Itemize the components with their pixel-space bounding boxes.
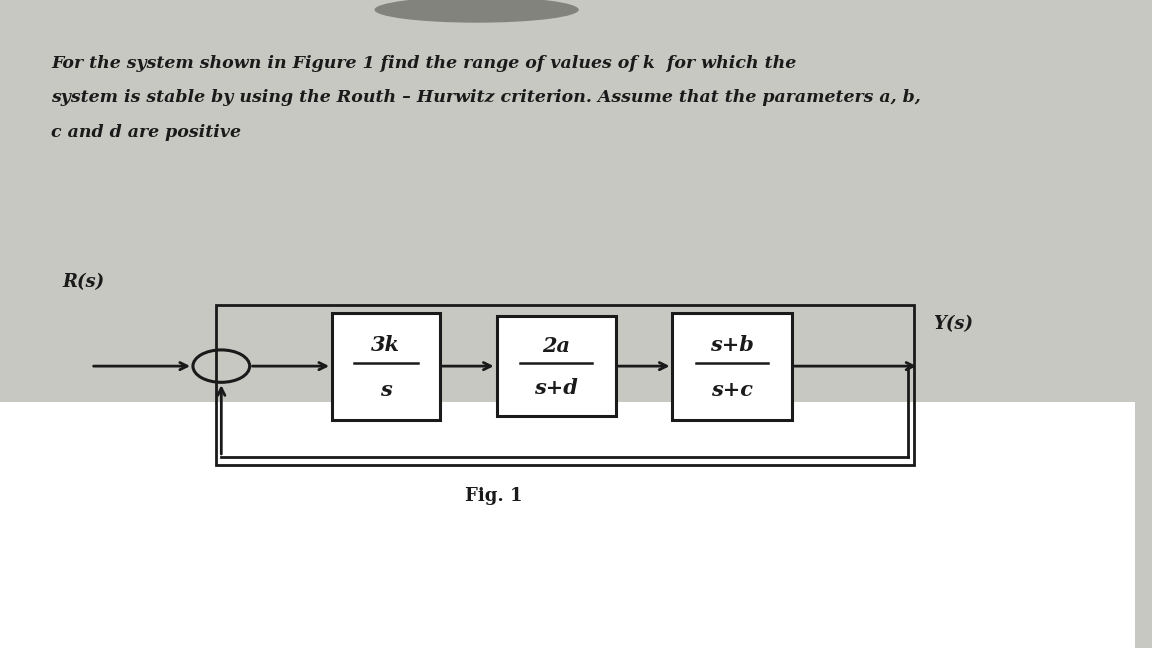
Text: 3k: 3k xyxy=(371,335,401,354)
Text: R(s): R(s) xyxy=(62,273,105,291)
Bar xyxy=(497,316,615,417)
Text: 2a: 2a xyxy=(543,336,570,356)
Ellipse shape xyxy=(374,0,578,23)
Text: Y(s): Y(s) xyxy=(933,315,973,333)
Text: s+d: s+d xyxy=(535,378,578,399)
Text: s+b: s+b xyxy=(710,335,753,354)
Bar xyxy=(673,313,791,420)
Text: s: s xyxy=(380,380,392,400)
Text: system is stable by using the Routh – Hurwitz criterion. Assume that the paramet: system is stable by using the Routh – Hu… xyxy=(51,89,920,106)
Text: s+c: s+c xyxy=(711,380,753,400)
Text: c and d are positive: c and d are positive xyxy=(51,124,241,141)
Bar xyxy=(0,402,1135,648)
Text: Fig. 1: Fig. 1 xyxy=(465,487,522,505)
Bar xyxy=(332,313,440,420)
Bar xyxy=(215,305,914,465)
Text: For the system shown in Figure 1 find the range of values of k  for which the: For the system shown in Figure 1 find th… xyxy=(51,55,796,72)
